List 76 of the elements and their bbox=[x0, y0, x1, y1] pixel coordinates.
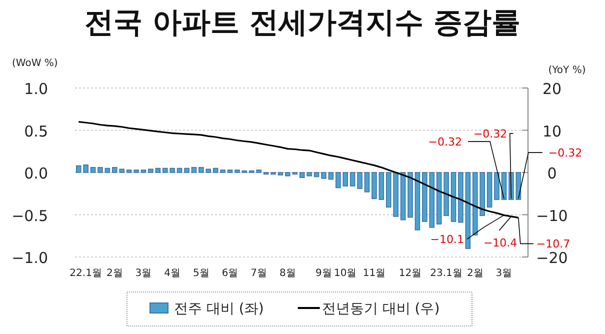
bar bbox=[306, 172, 312, 176]
y2-tick-label: 10 bbox=[542, 122, 562, 140]
bar bbox=[400, 172, 406, 220]
bar bbox=[134, 170, 139, 173]
data-label: −10.1 bbox=[430, 233, 464, 246]
bar bbox=[364, 172, 370, 192]
bar bbox=[83, 164, 88, 173]
x-tick-label: 2월 bbox=[106, 268, 123, 279]
bar bbox=[357, 172, 362, 189]
bar bbox=[227, 170, 233, 173]
bar bbox=[458, 172, 464, 223]
x-tick-label: 4월 bbox=[164, 268, 181, 279]
bar bbox=[321, 172, 326, 179]
y-tick-label: −1.0 bbox=[12, 249, 48, 267]
bar bbox=[184, 168, 190, 173]
bar bbox=[408, 172, 413, 218]
bar bbox=[176, 168, 182, 173]
x-tick-label: 23.1월 bbox=[430, 268, 462, 279]
x-tick-label: 22.1월 bbox=[70, 268, 102, 279]
data-label: −10.7 bbox=[536, 238, 570, 251]
x-tick-label: 2월 bbox=[466, 268, 484, 279]
bar bbox=[155, 168, 161, 173]
bar bbox=[494, 172, 500, 200]
bar bbox=[98, 167, 103, 173]
bar bbox=[191, 167, 197, 173]
data-label: −0.32 bbox=[473, 128, 508, 141]
bar bbox=[314, 172, 320, 178]
data-label: −0.32 bbox=[548, 146, 582, 160]
bar bbox=[234, 170, 240, 173]
y-tick-label: 0.0 bbox=[24, 164, 48, 182]
bar bbox=[465, 172, 471, 249]
bar bbox=[372, 172, 377, 200]
x-tick-label: 6월 bbox=[222, 268, 238, 279]
x-tick-label: 7월 bbox=[250, 268, 268, 279]
bar bbox=[414, 172, 420, 230]
bar bbox=[140, 170, 146, 173]
bar bbox=[278, 172, 284, 176]
legend-label: 전주 대비 (좌) bbox=[174, 301, 264, 317]
y-axis-title: (WoW %) bbox=[12, 58, 58, 69]
bar bbox=[350, 172, 356, 186]
bar bbox=[450, 172, 456, 222]
x-tick-label: 9월 bbox=[316, 268, 332, 279]
y2-tick-label: −10 bbox=[536, 206, 568, 225]
y-tick-label: −0.5 bbox=[12, 206, 48, 225]
data-label: −0.32 bbox=[428, 136, 462, 149]
x-tick-label: 12월 bbox=[398, 268, 422, 279]
x-tick-label: 11월 bbox=[362, 268, 386, 279]
bar bbox=[148, 168, 154, 173]
bar bbox=[104, 168, 110, 173]
x-tick-label: 3월 bbox=[135, 268, 152, 279]
bar bbox=[285, 172, 290, 176]
bar bbox=[378, 172, 384, 200]
bar bbox=[299, 172, 305, 178]
data-label: −10.4 bbox=[483, 236, 518, 250]
y-tick-label: 1.0 bbox=[24, 80, 48, 98]
bar bbox=[486, 172, 492, 208]
y-tick-label: 0.5 bbox=[24, 122, 48, 140]
y2-tick-label: 20 bbox=[542, 80, 562, 98]
bar bbox=[220, 170, 226, 173]
bar bbox=[76, 165, 82, 173]
y2-tick-label: −20 bbox=[536, 249, 568, 267]
bar bbox=[444, 172, 449, 216]
bar bbox=[436, 172, 442, 224]
chart-title: 전국 아파트 전세가격지수 증감률 bbox=[84, 5, 521, 39]
y2-axis-title: (YoY %) bbox=[548, 65, 586, 76]
x-tick-label: 5월 bbox=[192, 268, 210, 279]
y2-tick-label: 0 bbox=[547, 164, 557, 182]
bar bbox=[126, 170, 132, 173]
x-tick-label: 3월 bbox=[496, 268, 512, 279]
x-tick-label: 8월 bbox=[280, 268, 296, 279]
legend-label: 전년동기 대비 (우) bbox=[322, 301, 440, 317]
bar bbox=[212, 168, 218, 173]
x-tick-label: 10월 bbox=[334, 268, 357, 279]
bar bbox=[328, 172, 334, 180]
bar bbox=[90, 167, 96, 173]
bar bbox=[501, 172, 507, 200]
